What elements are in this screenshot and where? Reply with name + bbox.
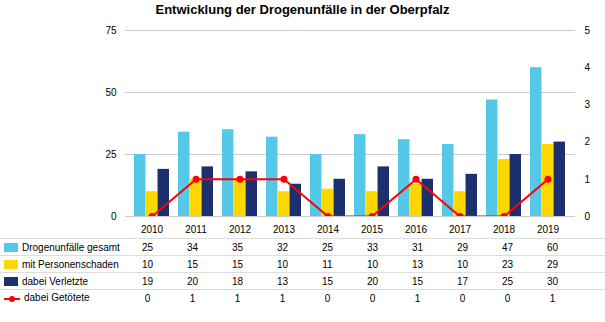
html-text:0: 0 xyxy=(504,292,511,304)
html-text:18: 18 xyxy=(231,275,244,287)
svg-text:2015: 2015 xyxy=(361,224,384,235)
svg-text:2014: 2014 xyxy=(317,224,340,235)
svg-text:2010: 2010 xyxy=(141,224,164,235)
html-text:Drogenunfälle gesamt: Drogenunfälle gesamt xyxy=(22,241,120,253)
html-text:15: 15 xyxy=(186,258,199,270)
html-text:1: 1 xyxy=(414,292,421,304)
html-text:0: 0 xyxy=(324,292,331,304)
svg-text:2: 2 xyxy=(585,136,591,147)
svg-text:2012: 2012 xyxy=(229,224,252,235)
html-text:13: 13 xyxy=(411,258,424,270)
html-text:29: 29 xyxy=(456,241,469,253)
svg-text:25: 25 xyxy=(105,149,117,160)
html-text:13: 13 xyxy=(276,275,289,287)
html-text:10: 10 xyxy=(456,258,469,270)
svg-text:4: 4 xyxy=(585,62,591,73)
html-text:60: 60 xyxy=(546,241,559,253)
html-text:1: 1 xyxy=(549,292,556,304)
html-text:32: 32 xyxy=(276,241,289,253)
svg-text:5: 5 xyxy=(585,25,591,36)
svg-text:1: 1 xyxy=(585,174,591,185)
html-text:dabei Getötete: dabei Getötete xyxy=(24,292,90,304)
svg-text:75: 75 xyxy=(105,25,117,36)
svg-text:2017: 2017 xyxy=(449,224,472,235)
html-text:10: 10 xyxy=(141,258,154,270)
html-text:17: 17 xyxy=(456,275,469,287)
html-text:1: 1 xyxy=(189,292,196,304)
html-text:0: 0 xyxy=(144,292,151,304)
svg-text:3: 3 xyxy=(585,99,591,110)
html-text:34: 34 xyxy=(186,241,199,253)
html-text:0: 0 xyxy=(459,292,466,304)
html-text:11: 11 xyxy=(322,258,333,270)
svg-text:0: 0 xyxy=(585,211,591,222)
html-text:23: 23 xyxy=(501,258,514,270)
html-text:25: 25 xyxy=(321,241,334,253)
html-text:25: 25 xyxy=(501,275,514,287)
html-text:31: 31 xyxy=(411,241,424,253)
html-text:20: 20 xyxy=(186,275,199,287)
html-text:25: 25 xyxy=(141,241,154,253)
html-text:mit Personenschaden: mit Personenschaden xyxy=(22,258,119,270)
html-text:0: 0 xyxy=(369,292,376,304)
html-text:10: 10 xyxy=(366,258,379,270)
html-text:30: 30 xyxy=(546,275,559,287)
html-text:1: 1 xyxy=(234,292,241,304)
svg-text:2013: 2013 xyxy=(273,224,296,235)
html-text:29: 29 xyxy=(546,258,559,270)
html-text:1: 1 xyxy=(279,292,286,304)
html-text:20: 20 xyxy=(366,275,379,287)
html-text:10: 10 xyxy=(276,258,289,270)
svg-text:2011: 2011 xyxy=(185,224,207,235)
html-text:Entwicklung der Drogenunfälle: Entwicklung der Drogenunfälle in der Obe… xyxy=(155,2,450,17)
html-text:19: 19 xyxy=(141,275,154,287)
svg-text:0: 0 xyxy=(111,211,117,222)
svg-text:50: 50 xyxy=(105,87,117,98)
svg-text:2016: 2016 xyxy=(405,224,428,235)
svg-text:2019: 2019 xyxy=(537,224,560,235)
html-text:15: 15 xyxy=(321,275,334,287)
html-text:33: 33 xyxy=(366,241,379,253)
html-text:15: 15 xyxy=(411,275,424,287)
html-text:dabei Verletzte: dabei Verletzte xyxy=(22,275,89,287)
svg-text:2018: 2018 xyxy=(493,224,516,235)
html-text:47: 47 xyxy=(501,241,514,253)
html-text:15: 15 xyxy=(231,258,244,270)
html-text:35: 35 xyxy=(231,241,244,253)
